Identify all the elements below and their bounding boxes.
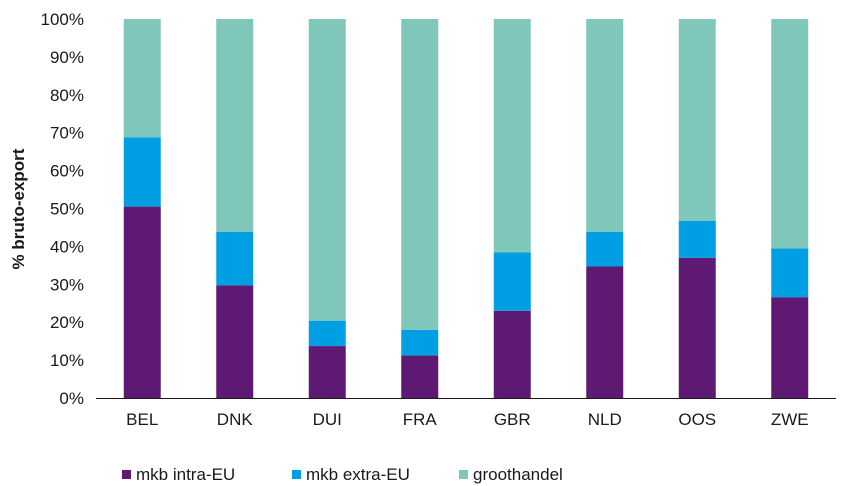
bars [123, 19, 809, 398]
legend-swatch [292, 470, 301, 479]
y-tick-label: 70% [50, 124, 84, 143]
x-tick-label: DNK [217, 410, 254, 429]
bar-segment-dnk-groothandel [216, 19, 254, 232]
bar-segment-fra-mkb-extra-eu [401, 329, 439, 356]
bar-segment-dnk-mkb-intra-eu [216, 285, 254, 398]
legend-label: mkb extra-EU [306, 465, 410, 484]
x-axis-ticks: BEL DNK DUI FRA GBR NLD OOS ZWE [126, 410, 808, 429]
y-tick-label: 60% [50, 162, 84, 181]
bar-segment-gbr-mkb-extra-eu [493, 252, 531, 311]
bar-segment-nld-groothandel [586, 19, 624, 232]
bar-segment-gbr-groothandel [493, 19, 531, 253]
legend: mkb intra-EU mkb extra-EU groothandel [122, 465, 563, 484]
bar-segment-dui-groothandel [308, 19, 346, 321]
y-tick-label: 30% [50, 275, 84, 294]
bar-segment-gbr-mkb-intra-eu [493, 310, 531, 398]
legend-item: mkb intra-EU [122, 465, 235, 484]
y-tick-label: 100% [41, 10, 84, 29]
bar-segment-nld-mkb-extra-eu [586, 231, 624, 267]
legend-label: mkb intra-EU [136, 465, 235, 484]
y-tick-label: 80% [50, 86, 84, 105]
x-tick-label: BEL [126, 410, 158, 429]
bar-segment-bel-mkb-extra-eu [123, 137, 161, 207]
y-tick-label: 10% [50, 351, 84, 370]
legend-swatch [122, 470, 131, 479]
bar-segment-fra-mkb-intra-eu [401, 355, 439, 398]
y-axis-label: % bruto-export [9, 148, 28, 269]
bar-segment-zwe-mkb-intra-eu [771, 297, 809, 398]
legend-label: groothandel [473, 465, 563, 484]
x-tick-label: FRA [403, 410, 438, 429]
bar-segment-oos-mkb-intra-eu [678, 257, 716, 398]
bar-segment-dui-mkb-extra-eu [308, 320, 346, 347]
legend-item: mkb extra-EU [292, 465, 410, 484]
bar-segment-nld-mkb-intra-eu [586, 266, 624, 398]
x-tick-label: ZWE [771, 410, 809, 429]
bar-segment-dnk-mkb-extra-eu [216, 231, 254, 286]
y-tick-label: 90% [50, 48, 84, 67]
y-tick-label: 0% [59, 389, 84, 408]
x-tick-label: OOS [678, 410, 716, 429]
bar-segment-oos-groothandel [678, 19, 716, 222]
y-axis-ticks: 0% 10% 20% 30% 40% 50% 60% 70% 80% 90% 100% [41, 10, 84, 408]
bar-segment-oos-mkb-extra-eu [678, 221, 716, 258]
bar-segment-fra-groothandel [401, 19, 439, 330]
bar-segment-dui-mkb-intra-eu [308, 346, 346, 398]
legend-swatch [459, 470, 468, 479]
x-tick-label: GBR [494, 410, 531, 429]
y-tick-label: 40% [50, 237, 84, 256]
legend-item: groothandel [459, 465, 563, 484]
bar-segment-bel-groothandel [123, 19, 161, 138]
bar-segment-zwe-groothandel [771, 19, 809, 249]
bar-segment-zwe-mkb-extra-eu [771, 248, 809, 298]
x-tick-label: NLD [588, 410, 622, 429]
y-tick-label: 50% [50, 200, 84, 219]
y-tick-label: 20% [50, 313, 84, 332]
bar-segment-bel-mkb-intra-eu [123, 206, 161, 398]
x-tick-label: DUI [313, 410, 342, 429]
